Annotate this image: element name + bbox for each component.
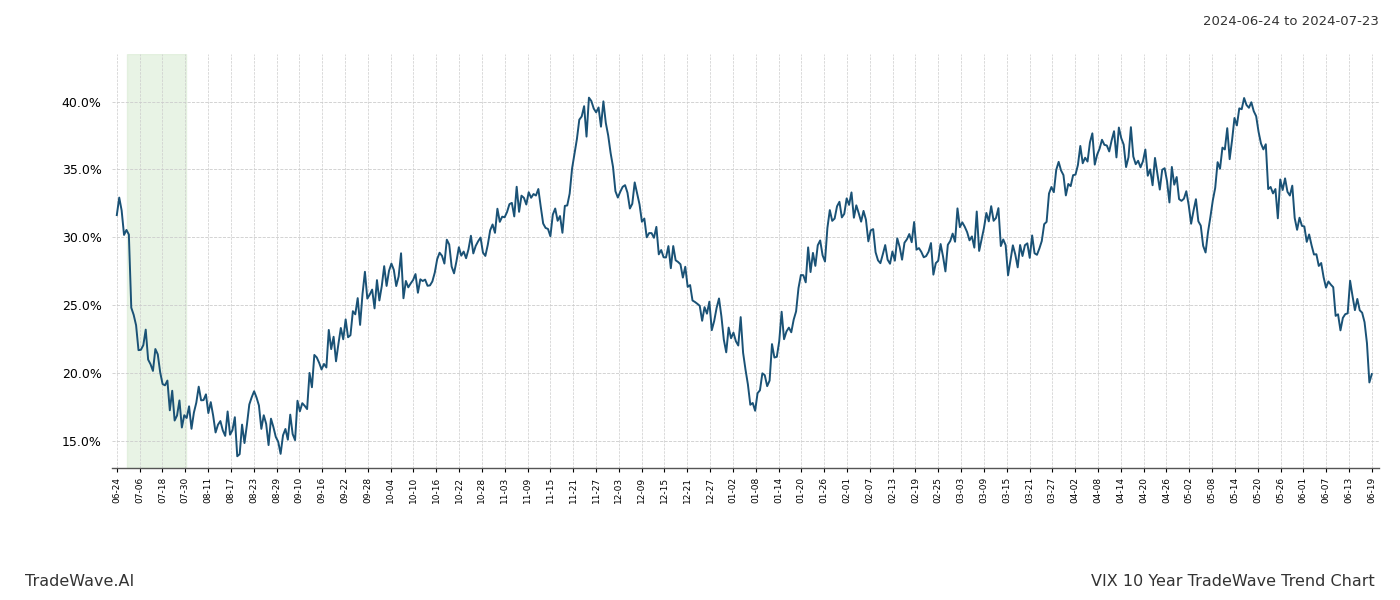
Text: TradeWave.AI: TradeWave.AI <box>25 574 134 589</box>
Text: 2024-06-24 to 2024-07-23: 2024-06-24 to 2024-07-23 <box>1203 15 1379 28</box>
Text: VIX 10 Year TradeWave Trend Chart: VIX 10 Year TradeWave Trend Chart <box>1091 574 1375 589</box>
Bar <box>127 54 186 468</box>
